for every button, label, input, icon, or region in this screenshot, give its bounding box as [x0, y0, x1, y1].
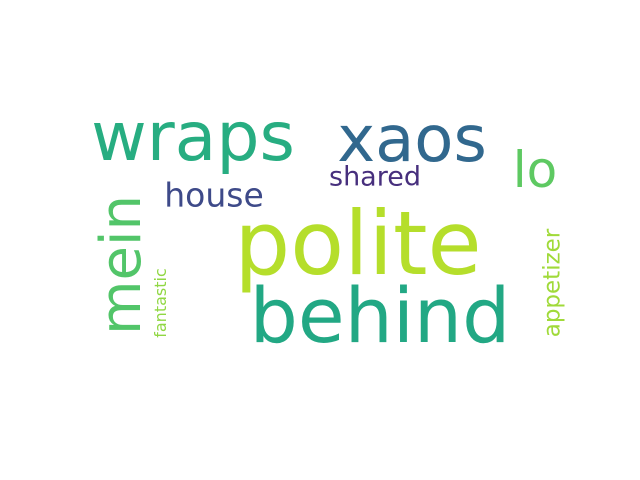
word-wraps: wraps: [91, 98, 295, 177]
word-behind: behind: [249, 271, 511, 360]
word-appetizer: appetizer: [539, 228, 566, 338]
word-fantastic: fantastic: [151, 268, 170, 338]
word-xaos: xaos: [337, 103, 487, 177]
word-mein: mein: [89, 194, 154, 336]
word-lo: lo: [512, 141, 558, 199]
word-shared: shared: [329, 161, 421, 193]
word-polite: polite: [234, 192, 482, 295]
word-house: house: [164, 175, 264, 215]
